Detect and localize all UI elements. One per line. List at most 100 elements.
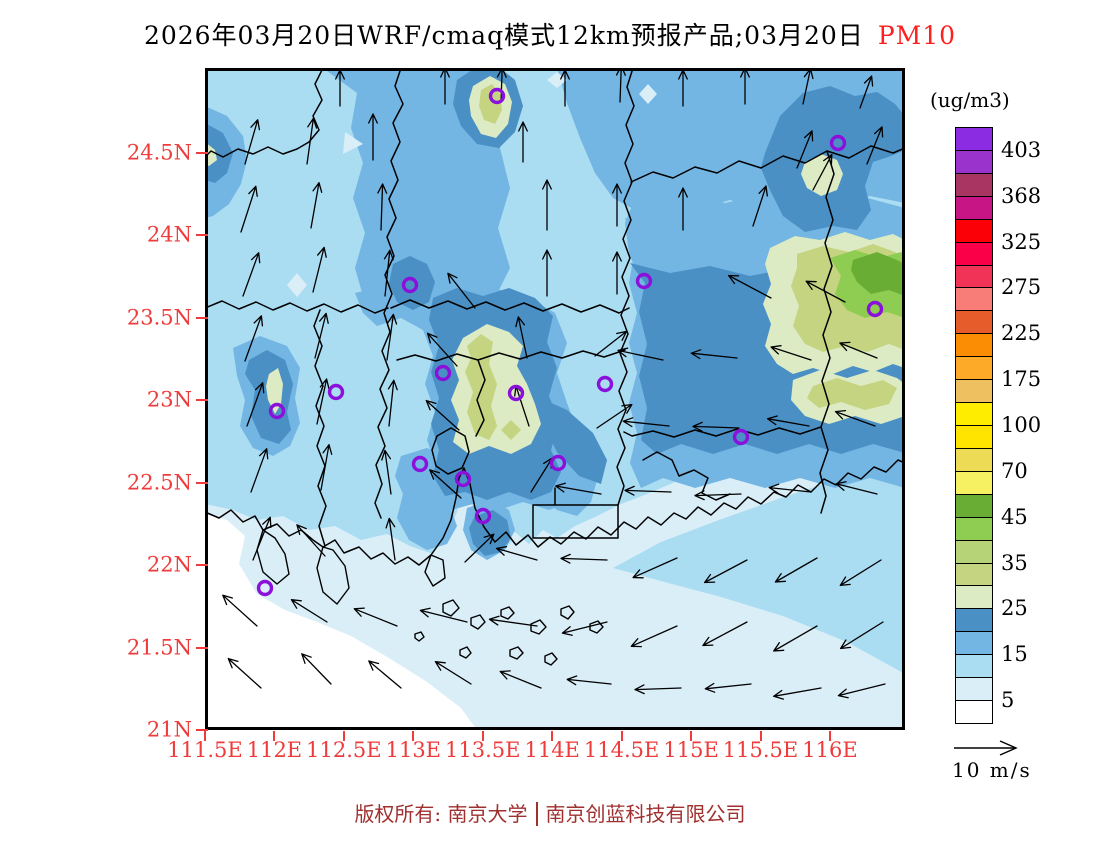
wind-arrow xyxy=(702,621,748,647)
station-marker xyxy=(829,134,847,152)
colorbar-value-label: 403 xyxy=(1001,137,1042,162)
wind-arrow xyxy=(594,330,628,357)
colorbar-box xyxy=(955,218,993,243)
marine-boundary-box xyxy=(532,487,619,539)
colorbar xyxy=(955,127,993,724)
station-marker xyxy=(474,507,492,525)
wind-arrow xyxy=(690,349,738,360)
wind-arrow xyxy=(703,559,748,584)
colorbar-box xyxy=(955,585,993,610)
colorbar-value-label: 25 xyxy=(1001,596,1028,621)
lon-tick-label: 114.5E xyxy=(583,738,660,762)
wind-arrow xyxy=(859,75,874,109)
lon-tick-mark xyxy=(412,731,415,741)
wind-arrow xyxy=(387,379,398,427)
wind-arrow xyxy=(290,599,328,623)
colorbar-box xyxy=(955,172,993,197)
wind-arrow xyxy=(805,280,846,303)
lon-tick-label: 114E xyxy=(524,738,580,762)
colorbar-box xyxy=(955,608,993,633)
footer-owner: 版权所有: 南京大学 xyxy=(354,802,528,826)
station-marker xyxy=(434,364,452,382)
lon-tick-mark xyxy=(342,731,345,741)
colorbar-box xyxy=(955,677,993,702)
lat-tick-mark xyxy=(196,316,208,319)
wind-arrow xyxy=(596,403,633,429)
page-title: 2026年03月20日WRF/cmaq模式12km预报产品;03月20日 PM10 xyxy=(0,16,1100,52)
colorbar-value-label: 325 xyxy=(1001,229,1042,254)
lon-tick-mark xyxy=(481,731,484,741)
wind-arrow xyxy=(425,399,460,431)
lon-tick-mark xyxy=(759,731,762,741)
colorbar-box xyxy=(955,241,993,266)
colorbar-box xyxy=(955,631,993,656)
lat-tick-label: 23.5N xyxy=(126,305,192,330)
contour-fills xyxy=(205,68,905,730)
legend-unit-label: (ug/m3) xyxy=(930,88,1010,112)
forecast-map xyxy=(205,68,905,730)
wind-arrow xyxy=(381,449,392,495)
wind-arrow xyxy=(301,653,332,685)
wind-arrow xyxy=(242,252,261,297)
lon-tick-mark xyxy=(551,731,554,741)
lat-tick-mark xyxy=(196,234,208,237)
wind-arrow xyxy=(306,117,318,165)
lon-tick-label: 113.5E xyxy=(445,738,521,762)
station-marker xyxy=(411,455,429,473)
lon-tick-label: 111.5E xyxy=(167,738,243,762)
lat-tick-mark xyxy=(196,152,208,154)
wind-arrow xyxy=(377,183,388,231)
wind-arrow xyxy=(227,657,262,689)
wind-arrow xyxy=(353,607,398,627)
lon-tick-label: 113E xyxy=(385,738,442,762)
colorbar-value-label: 15 xyxy=(1001,642,1028,667)
wind-arrow xyxy=(612,183,622,227)
lat-tick-mark xyxy=(196,481,208,484)
wind-arrow xyxy=(383,249,394,297)
wind-arrow xyxy=(447,272,476,309)
colorbar-box xyxy=(955,127,993,151)
wind-arrow xyxy=(835,481,878,495)
wind-arrow xyxy=(770,345,812,361)
wind-arrow xyxy=(766,415,810,427)
lat-tick-label: 21N xyxy=(146,717,192,742)
colorbar-value-label: 35 xyxy=(1001,550,1028,575)
boundary-lines xyxy=(205,68,905,666)
wind-reference-label: 10 m/s xyxy=(952,758,1032,782)
colorbar-box xyxy=(955,654,993,679)
lat-tick-mark xyxy=(196,729,208,731)
lon-tick-mark xyxy=(273,731,276,741)
wind-arrow xyxy=(839,621,884,650)
station-marker-layer xyxy=(256,87,884,597)
colorbar-box xyxy=(955,539,993,564)
coastline xyxy=(205,459,905,566)
lat-tick-label: 21.5N xyxy=(126,635,192,660)
wind-arrow xyxy=(499,670,542,689)
lat-tick-label: 22.5N xyxy=(126,470,192,495)
wind-arrow xyxy=(622,417,670,428)
wind-arrow xyxy=(624,485,672,496)
wind-arrow xyxy=(630,625,678,648)
wind-arrow xyxy=(612,251,622,295)
wind-arrow xyxy=(518,121,528,163)
colorbar-value-label: 225 xyxy=(1001,321,1042,346)
colorbar-box xyxy=(955,470,993,495)
lat-tick-label: 22N xyxy=(146,552,192,577)
station-marker xyxy=(635,272,653,290)
colorbar-value-label: 368 xyxy=(1001,183,1042,208)
wind-arrow xyxy=(240,185,258,233)
wind-arrow xyxy=(296,524,326,557)
lat-tick-mark xyxy=(196,399,208,402)
lat-tick-mark xyxy=(196,646,208,649)
colorbar-box xyxy=(955,562,993,587)
wind-reference-arrow xyxy=(954,740,1018,756)
wind-arrow xyxy=(555,482,602,495)
wind-arrow xyxy=(774,557,818,583)
colorbar-value-label: 275 xyxy=(1001,275,1042,300)
wind-arrow xyxy=(560,69,570,107)
wind-arrow xyxy=(796,130,814,169)
wind-arrow xyxy=(335,69,345,107)
lon-tick-label: 112E xyxy=(246,738,303,762)
wind-arrow xyxy=(812,154,833,191)
wind-arrow xyxy=(634,684,682,695)
